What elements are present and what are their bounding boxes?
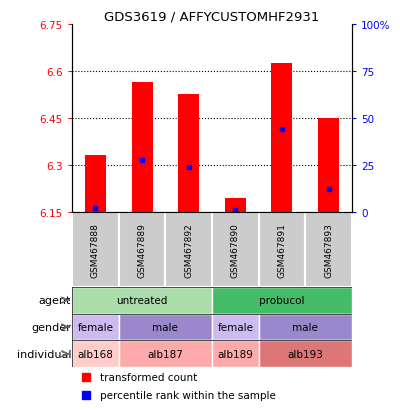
Bar [85, 156, 106, 212]
Text: male: male [152, 322, 178, 332]
Text: percentile rank within the sample: percentile rank within the sample [100, 390, 276, 400]
Bar [132, 83, 152, 212]
Bar [259, 314, 352, 341]
Text: agent: agent [39, 295, 71, 305]
Text: GSM467891: GSM467891 [278, 222, 286, 277]
Bar [72, 287, 212, 314]
Text: alb193: alb193 [287, 349, 323, 359]
Text: untreated: untreated [116, 295, 168, 305]
Text: individual: individual [16, 349, 71, 359]
Text: female: female [217, 322, 253, 332]
Bar [259, 341, 352, 367]
Text: GSM467892: GSM467892 [184, 222, 193, 277]
Bar [212, 287, 352, 314]
Bar [119, 212, 165, 287]
Bar [119, 341, 212, 367]
Text: GSM467889: GSM467889 [138, 222, 146, 277]
Bar [225, 198, 246, 212]
Bar [165, 212, 212, 287]
Bar [212, 341, 259, 367]
Text: probucol: probucol [259, 295, 305, 305]
Text: gender: gender [31, 322, 71, 332]
Bar [212, 212, 259, 287]
Bar [72, 212, 119, 287]
Text: GSM467890: GSM467890 [231, 222, 240, 277]
Text: alb189: alb189 [217, 349, 253, 359]
Text: male: male [292, 322, 318, 332]
Text: alb168: alb168 [77, 349, 113, 359]
Text: alb187: alb187 [147, 349, 183, 359]
Bar [305, 212, 352, 287]
Text: GSM467893: GSM467893 [324, 222, 333, 277]
Bar [72, 314, 119, 341]
Bar [272, 64, 292, 212]
Text: GSM467888: GSM467888 [91, 222, 100, 277]
Bar [72, 341, 119, 367]
Bar [212, 314, 259, 341]
Text: female: female [77, 322, 113, 332]
Bar [178, 95, 199, 212]
Title: GDS3619 / AFFYCUSTOMHF2931: GDS3619 / AFFYCUSTOMHF2931 [104, 11, 320, 24]
Bar [119, 314, 212, 341]
Bar [318, 119, 339, 212]
Bar [259, 212, 305, 287]
Text: transformed count: transformed count [100, 372, 197, 382]
